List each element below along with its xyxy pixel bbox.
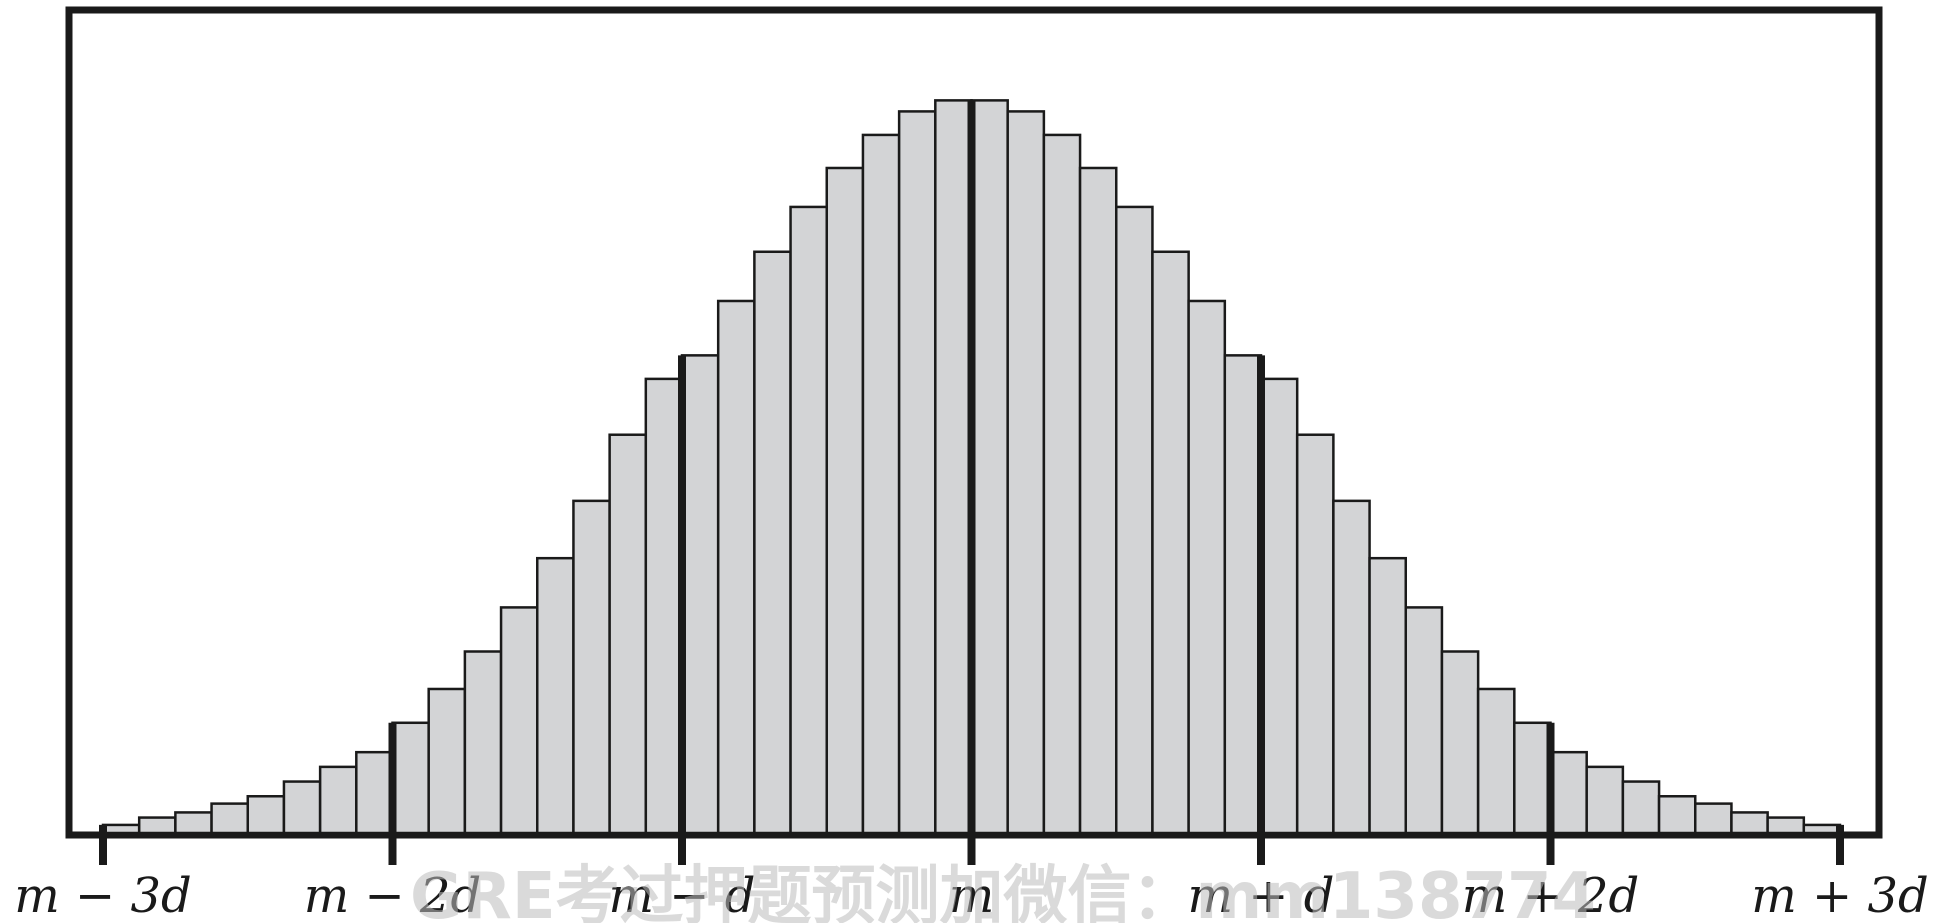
histogram-bar [825, 166, 865, 835]
histogram-bar [210, 802, 249, 835]
histogram-bar [1657, 795, 1697, 835]
histogram-bar [355, 750, 394, 835]
histogram-bar [463, 650, 503, 835]
histogram-bar [680, 354, 720, 835]
histogram-bar [137, 816, 177, 835]
histogram-bar [753, 250, 792, 835]
histogram-bar [861, 133, 901, 835]
histogram-bar [174, 811, 213, 835]
histogram-bar [1766, 816, 1806, 835]
histogram-bar [391, 721, 430, 835]
histogram-bar [1223, 354, 1263, 835]
histogram-bar [1440, 650, 1480, 835]
histogram-bar [1115, 205, 1154, 835]
histogram-bar [1585, 765, 1625, 835]
histogram-bar [1295, 433, 1335, 835]
histogram-bar [101, 823, 141, 835]
histogram-bar [282, 780, 322, 835]
histogram-bar [1694, 802, 1733, 835]
histogram-bar [1259, 377, 1299, 835]
histogram-bar [970, 99, 1009, 835]
histogram-bar [789, 205, 828, 835]
histogram-bar [608, 433, 648, 835]
histogram-bar [1549, 750, 1588, 835]
histogram-bar [1042, 133, 1082, 835]
histogram-bar [536, 556, 575, 835]
histogram-bar [318, 765, 358, 835]
histogram-bar [644, 377, 684, 835]
x-tick-label: m + 2d [1462, 868, 1640, 923]
histogram-bar [427, 687, 467, 835]
x-tick-label: m − 3d [14, 868, 192, 923]
histogram-bar [897, 110, 937, 835]
x-tick-label: m − 2d [304, 868, 482, 923]
bars-group [101, 99, 1842, 835]
histogram-bar [1187, 299, 1227, 835]
histogram-bar [1332, 499, 1371, 835]
x-tick-label: m + d [1188, 868, 1335, 923]
histogram-bar [1513, 721, 1552, 835]
histogram-bar [1404, 606, 1444, 835]
ticks-group: m − 3d m − 2d m − d m m + d m + 2d m + 3d [14, 100, 1929, 923]
histogram-bar [1621, 780, 1661, 835]
x-tick-label: m + 3d [1751, 868, 1929, 923]
histogram-bar [1802, 823, 1842, 835]
histogram-bar [1151, 250, 1190, 835]
histogram-bar [499, 606, 539, 835]
histogram-bar [1730, 811, 1769, 835]
histogram-bar [1476, 687, 1516, 835]
histogram-bar [1368, 556, 1408, 835]
histogram-bar [246, 795, 286, 835]
x-tick-label: m [949, 868, 995, 923]
watermark: GRE考过押题预测加微信：mm138774 [410, 860, 1596, 923]
histogram-bar [716, 299, 756, 835]
histogram-bar [1078, 166, 1118, 835]
histogram-bar [934, 99, 973, 835]
histogram-bar [1006, 110, 1046, 835]
x-tick-label: m − d [609, 868, 756, 923]
histogram-bar [572, 499, 611, 835]
